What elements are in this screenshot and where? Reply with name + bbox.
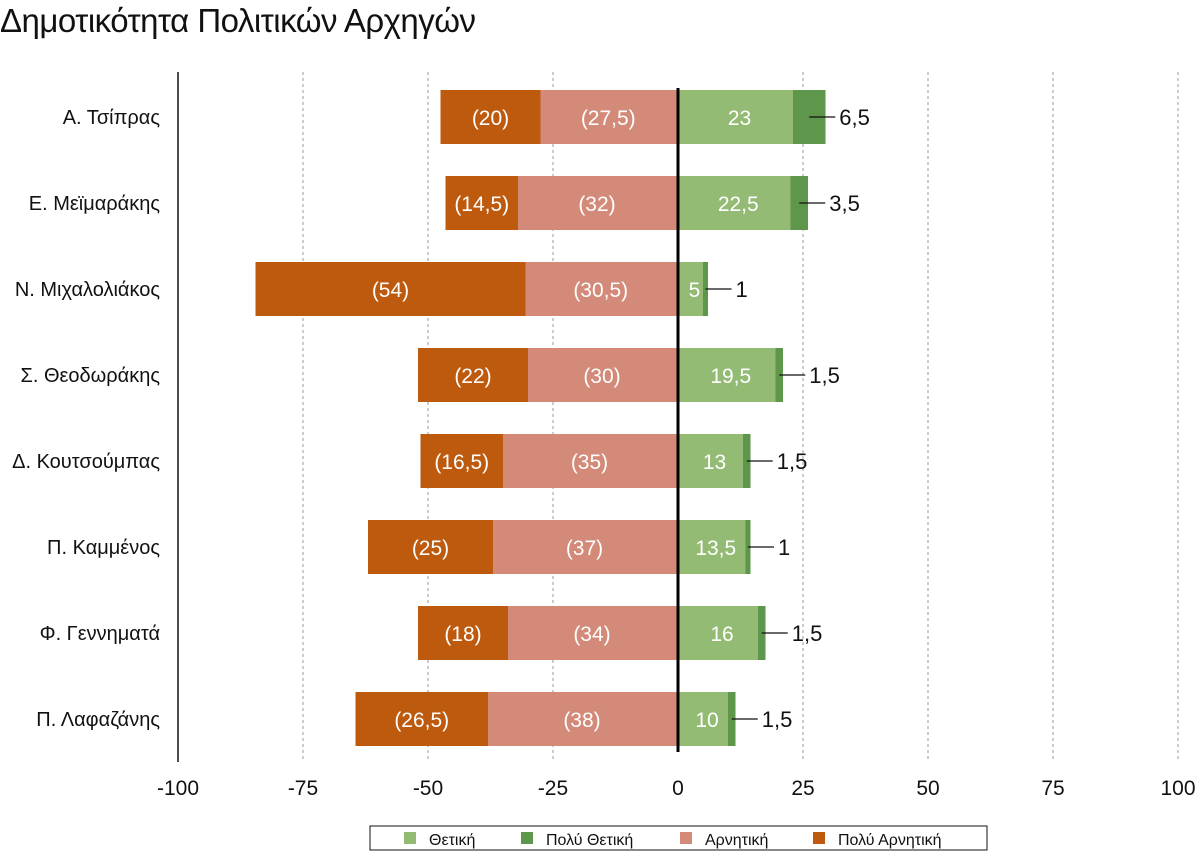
legend-swatch xyxy=(680,832,692,844)
data-label-positive: 13 xyxy=(703,451,726,474)
bar-positive xyxy=(678,90,793,144)
data-label-positive: 5 xyxy=(689,279,701,302)
bar-negative xyxy=(518,176,678,230)
data-label-positive: 22,5 xyxy=(718,193,759,216)
data-label-very-positive: 1,5 xyxy=(809,363,840,388)
category-label: Π. Λαφαζάνης xyxy=(36,709,160,731)
bar-positive xyxy=(678,262,703,316)
legend: Θετική Πολύ Θετική Αρνητική Πολύ Αρνητική xyxy=(369,825,988,851)
bar-very-negative xyxy=(445,176,518,230)
data-label-very-negative: (54) xyxy=(372,279,409,302)
data-label-positive: 19,5 xyxy=(710,365,751,388)
data-label-negative: (38) xyxy=(563,709,600,732)
category-label: Ν. Μιχαλολιάκος xyxy=(15,279,161,301)
bar-negative xyxy=(488,692,678,746)
x-tick-label: -25 xyxy=(538,777,568,800)
bar-very-negative xyxy=(418,348,528,402)
data-label-very-negative: (26,5) xyxy=(394,709,449,732)
data-label-negative: (27,5) xyxy=(581,107,636,130)
data-label-very-positive: 1 xyxy=(736,277,748,302)
legend-label: Αρνητική xyxy=(705,832,768,849)
x-tick-label: -100 xyxy=(157,777,199,800)
bar-very-negative xyxy=(418,606,508,660)
data-label-very-negative: (25) xyxy=(412,537,449,560)
bar-very-negative xyxy=(440,90,541,144)
category-label: Π. Καμμένος xyxy=(47,537,160,559)
data-label-very-positive: 3,5 xyxy=(829,191,860,216)
data-label-positive: 13,5 xyxy=(695,537,736,560)
bar-positive xyxy=(678,176,791,230)
legend-swatch xyxy=(521,832,533,844)
bar-very-negative xyxy=(255,262,526,316)
data-label-negative: (34) xyxy=(573,623,610,646)
bar-very-negative xyxy=(420,434,503,488)
legend-box xyxy=(369,825,988,851)
legend-label: Θετική xyxy=(429,832,475,849)
chart-title: Δημοτικότητα Πολιτικών Αρχηγών xyxy=(0,2,476,39)
x-tick-label: 75 xyxy=(1041,777,1064,800)
data-label-negative: (35) xyxy=(571,451,608,474)
bar-very-negative xyxy=(368,520,493,574)
category-label: Φ. Γεννηματά xyxy=(40,623,160,645)
category-labels: Α. Τσίπρας Ε. Μεϊμαράκης Ν. Μιχαλολιάκος Σ.… xyxy=(12,107,160,731)
bar-negative xyxy=(503,434,678,488)
data-label-very-negative: (20) xyxy=(472,107,509,130)
x-tick-label: 50 xyxy=(916,777,939,800)
data-label-very-negative: (18) xyxy=(444,623,481,646)
data-label-negative: (37) xyxy=(566,537,603,560)
category-label: Σ. Θεοδωράκης xyxy=(20,365,160,387)
bar-positive xyxy=(678,520,746,574)
category-label: Δ. Κουτσούμπας xyxy=(12,451,160,473)
legend-label: Πολύ Αρνητική xyxy=(838,832,942,849)
data-label-very-positive: 1,5 xyxy=(762,707,793,732)
x-tick-label: 100 xyxy=(1160,777,1195,800)
legend-swatch xyxy=(813,832,825,844)
data-label-very-negative: (16,5) xyxy=(434,451,489,474)
data-label-negative: (30,5) xyxy=(573,279,628,302)
data-label-positive: 10 xyxy=(695,709,718,732)
category-label: Α. Τσίπρας xyxy=(63,107,161,129)
data-label-very-positive: 1 xyxy=(778,535,790,560)
category-label: Ε. Μεϊμαράκης xyxy=(29,193,161,215)
bar-negative xyxy=(528,348,678,402)
x-tick-labels: -100 -75 -50 -25 0 25 50 75 100 xyxy=(157,777,1196,800)
x-tick-label: -50 xyxy=(413,777,443,800)
data-label-very-negative: (22) xyxy=(454,365,491,388)
x-tick-label: -75 xyxy=(288,777,318,800)
data-label-very-positive: 1,5 xyxy=(792,621,823,646)
bar-very-negative xyxy=(355,692,488,746)
external-labels: 6,5 3,5 1 1,5 1,5 1 1,5 1,5 xyxy=(705,105,870,732)
bar-positive xyxy=(678,692,728,746)
legend-label: Πολύ Θετική xyxy=(546,832,633,849)
data-label-very-positive: 1,5 xyxy=(777,449,808,474)
data-label-very-negative: (14,5) xyxy=(454,193,509,216)
bar-negative xyxy=(493,520,678,574)
data-label-positive: 16 xyxy=(710,623,733,646)
data-label-very-positive: 6,5 xyxy=(839,105,870,130)
bar-positive xyxy=(678,606,758,660)
legend-swatch xyxy=(404,832,416,844)
bar-negative xyxy=(508,606,678,660)
bar-negative xyxy=(525,262,678,316)
x-tick-label: 0 xyxy=(672,777,684,800)
bar-negative xyxy=(540,90,678,144)
bar-positive xyxy=(678,348,776,402)
data-label-negative: (30) xyxy=(583,365,620,388)
bar-positive xyxy=(678,434,743,488)
data-label-positive: 23 xyxy=(728,107,751,130)
bars xyxy=(255,88,826,752)
x-tick-label: 25 xyxy=(791,777,814,800)
segment-labels: 23 (27,5) (20) 22,5 (32) (14,5) 5 (30,5) (54) 19,… xyxy=(372,107,759,732)
data-label-negative: (32) xyxy=(578,193,615,216)
